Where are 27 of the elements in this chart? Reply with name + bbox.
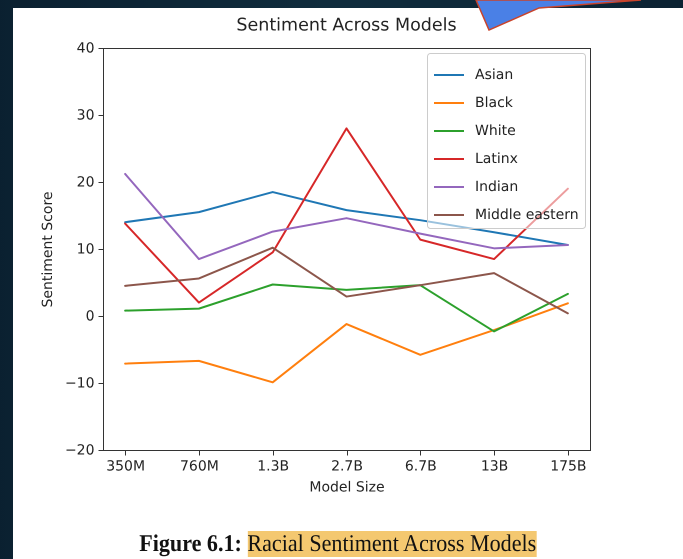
x-tick-label: 13B <box>480 458 508 474</box>
line-series <box>124 284 569 332</box>
y-axis-title: Sentiment Score <box>40 191 56 308</box>
x-tick-label: 760M <box>180 458 219 474</box>
legend-label: Latinx <box>475 151 518 167</box>
x-axis-title: Model Size <box>309 480 385 496</box>
y-tick-label: 30 <box>76 108 94 124</box>
x-tick-label: 1.3B <box>257 458 290 474</box>
y-tick-label: 40 <box>76 40 94 56</box>
legend-label: Asian <box>475 67 514 83</box>
y-tick-label: 20 <box>76 174 94 190</box>
y-tick-label: 0 <box>86 308 94 324</box>
y-tick-label: 10 <box>76 242 94 258</box>
x-tick-label: 175B <box>550 458 587 474</box>
legend-label: Black <box>475 95 514 111</box>
legend-label: Indian <box>475 179 518 195</box>
y-tick-label: −10 <box>64 376 94 392</box>
legend-label: White <box>475 123 516 139</box>
line-series <box>124 246 569 314</box>
caption: Figure 6.1: Racial Sentiment Across Models <box>139 531 536 557</box>
chart-title: Sentiment Across Models <box>236 16 457 36</box>
line-series <box>124 302 569 384</box>
x-tick-label: 2.7B <box>331 458 363 474</box>
legend-label: Middle eastern <box>475 207 579 223</box>
y-tick-label: −20 <box>64 442 94 458</box>
x-tick-label: 6.7B <box>404 458 437 474</box>
x-tick-label: 350M <box>106 458 146 474</box>
